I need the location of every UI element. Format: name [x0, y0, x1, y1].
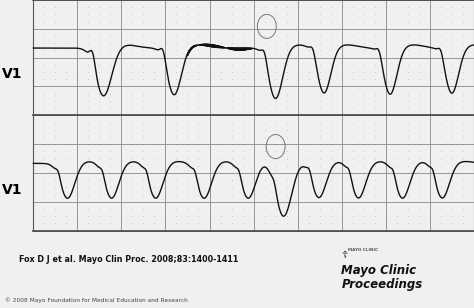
Text: Mayo Clinic
Proceedings: Mayo Clinic Proceedings [341, 264, 422, 291]
Text: ☦: ☦ [341, 250, 347, 260]
Text: V1: V1 [2, 67, 23, 82]
Text: Fox D J et al. Mayo Clin Proc. 2008;83:1400-1411: Fox D J et al. Mayo Clin Proc. 2008;83:1… [19, 255, 238, 264]
Text: MAYO CLINIC: MAYO CLINIC [348, 248, 378, 252]
Text: V1: V1 [2, 183, 23, 197]
Text: © 2008 Mayo Foundation for Medical Education and Research: © 2008 Mayo Foundation for Medical Educa… [5, 297, 188, 302]
